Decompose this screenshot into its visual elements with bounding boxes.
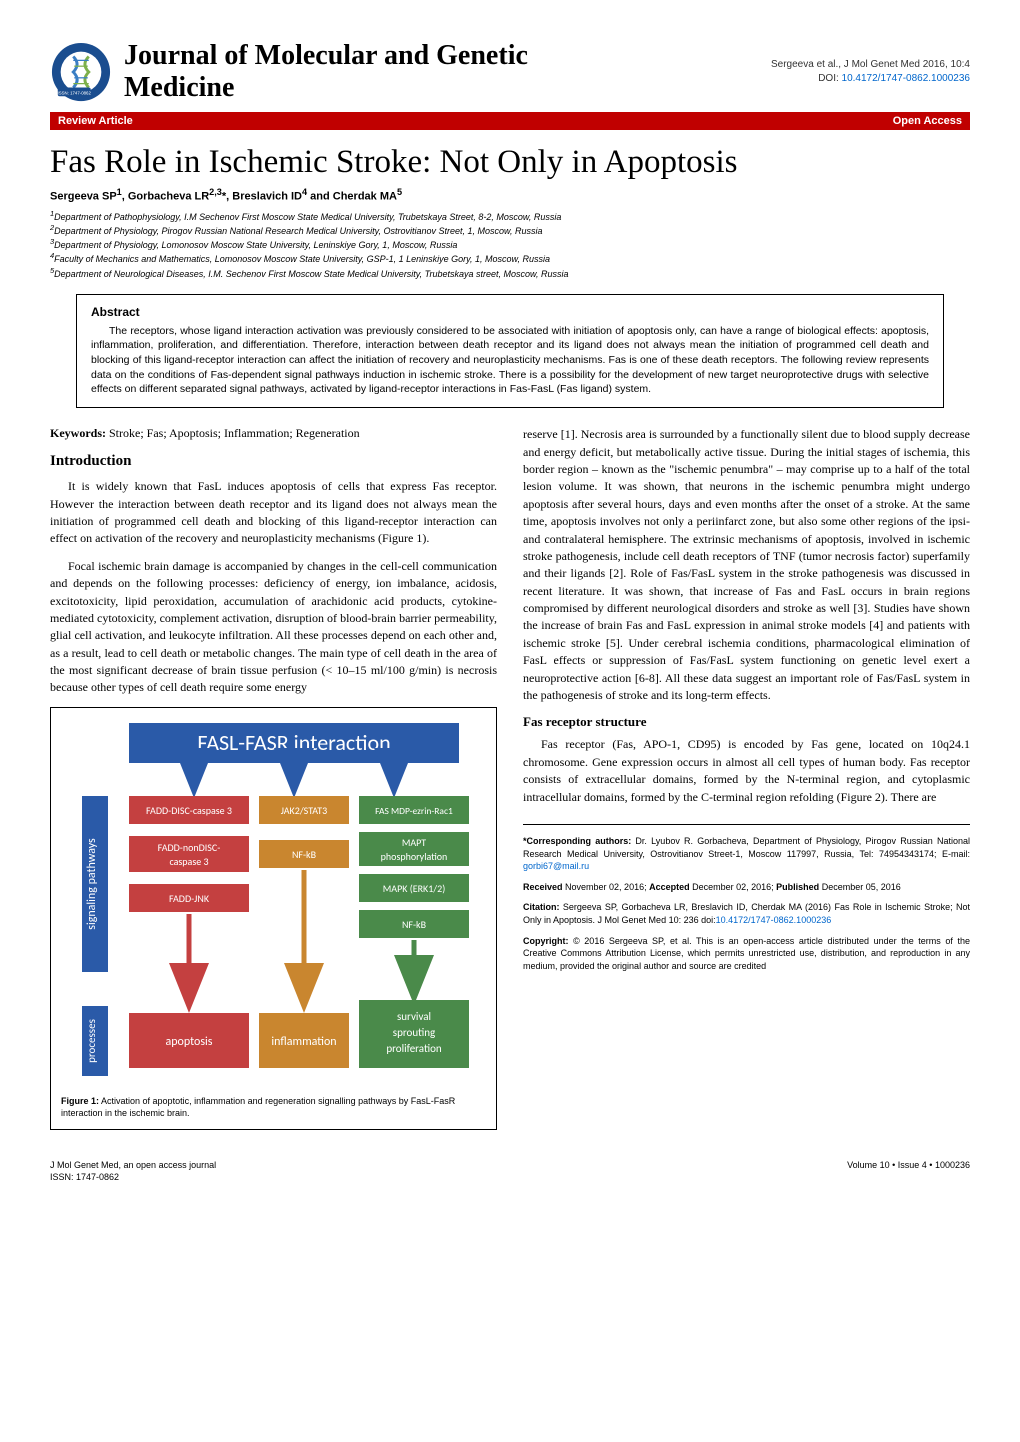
svg-text:JAK2/STAT3: JAK2/STAT3 xyxy=(280,804,327,817)
fig1-sidebar-processes: processes xyxy=(85,1019,98,1063)
bar-right: Open Access xyxy=(893,115,962,127)
svg-text:FADD-JNK: FADD-JNK xyxy=(168,892,209,905)
journal-title: Journal of Molecular and Genetic Medicin… xyxy=(124,40,544,104)
right-column: reserve [1]. Necrosis area is surrounded… xyxy=(523,426,970,1130)
svg-text:FADD-nonDISC-: FADD-nonDISC- xyxy=(157,841,220,854)
abstract-box: Abstract The receptors, whose ligand int… xyxy=(76,294,944,408)
left-column: Keywords: Stroke; Fas; Apoptosis; Inflam… xyxy=(50,426,497,1130)
figure-label: Figure 1: xyxy=(61,1096,99,1106)
footer-volume: Volume 10 • Issue 4 • 1000236 xyxy=(847,1160,970,1183)
header-doi: DOI: 10.4172/1747-0862.1000236 xyxy=(771,72,970,86)
svg-text:inflammation: inflammation xyxy=(271,1035,336,1049)
article-title: Fas Role in Ischemic Stroke: Not Only in… xyxy=(50,144,970,181)
figure-caption-text: Activation of apoptotic, inflammation an… xyxy=(61,1096,455,1118)
footer-issn: ISSN: 1747-0862 xyxy=(50,1172,216,1184)
figure-1-diagram: FASL-FASR interaction signaling pathways… xyxy=(74,718,474,1088)
body-paragraph: It is widely known that FasL induces apo… xyxy=(50,478,497,548)
svg-text:FAS MDP-ezrin-Rac1: FAS MDP-ezrin-Rac1 xyxy=(375,805,453,817)
body-paragraph: Focal ischemic brain damage is accompani… xyxy=(50,558,497,697)
figure-1-caption: Figure 1: Activation of apoptotic, infla… xyxy=(61,1096,486,1119)
affiliation: 1Department of Pathophysiology, I.M Sech… xyxy=(50,209,970,223)
article-authors: Sergeeva SP1, Gorbacheva LR2,3*, Breslav… xyxy=(50,187,970,203)
svg-text:proliferation: proliferation xyxy=(386,1042,442,1055)
affiliation: 4Faculty of Mechanics and Mathematics, L… xyxy=(50,251,970,265)
svg-text:NF-kB: NF-kB xyxy=(291,848,316,861)
corr-label: *Corresponding authors: xyxy=(523,836,631,846)
copyright-info: Copyright: © 2016 Sergeeva SP, et al. Th… xyxy=(523,935,970,973)
header-citation: Sergeeva et al., J Mol Genet Med 2016, 1… xyxy=(771,58,970,72)
svg-text:sprouting: sprouting xyxy=(392,1026,434,1039)
header-left: ISSN: 1747-0862 Journal of Molecular and… xyxy=(50,40,544,104)
fig1-title: FASL-FASR interaction xyxy=(197,729,390,756)
correspondence-block: *Corresponding authors: Dr. Lyubov R. Go… xyxy=(523,824,970,972)
body-paragraph: Fas receptor (Fas, APO-1, CD95) is encod… xyxy=(523,736,970,806)
article-type-bar: Review Article Open Access xyxy=(50,112,970,130)
introduction-heading: Introduction xyxy=(50,453,497,470)
citation-label: Citation: xyxy=(523,902,560,912)
affiliations: 1Department of Pathophysiology, I.M Sech… xyxy=(50,209,970,280)
fig1-sidebar-signaling: signaling pathways xyxy=(85,838,99,930)
svg-text:caspase 3: caspase 3 xyxy=(169,855,208,868)
svg-text:NF-kB: NF-kB xyxy=(401,918,426,931)
footer-journal: J Mol Genet Med, an open access journal xyxy=(50,1160,216,1172)
bar-left: Review Article xyxy=(58,115,133,127)
page-footer: J Mol Genet Med, an open access journal … xyxy=(50,1160,970,1183)
svg-text:FADD-DISC-caspase 3: FADD-DISC-caspase 3 xyxy=(146,804,232,817)
svg-text:survival: survival xyxy=(396,1010,430,1023)
citation-doi-link[interactable]: 10.4172/1747-0862.1000236 xyxy=(716,915,832,925)
copyright-label: Copyright: xyxy=(523,936,569,946)
doi-label: DOI: xyxy=(818,73,841,84)
doi-link[interactable]: 10.4172/1747-0862.1000236 xyxy=(842,73,970,84)
copyright-text: © 2016 Sergeeva SP, et al. This is an op… xyxy=(523,936,970,971)
corr-email[interactable]: gorbi67@mail.ru xyxy=(523,861,589,871)
citation-info: Citation: Sergeeva SP, Gorbacheva LR, Br… xyxy=(523,901,970,926)
footer-left: J Mol Genet Med, an open access journal … xyxy=(50,1160,216,1183)
affiliation: 5Department of Neurological Diseases, I.… xyxy=(50,266,970,280)
svg-text:phosphorylation: phosphorylation xyxy=(380,850,447,863)
figure-1: FASL-FASR interaction signaling pathways… xyxy=(50,707,497,1130)
keywords-text: Stroke; Fas; Apoptosis; Inflammation; Re… xyxy=(106,426,360,440)
dates: Received November 02, 2016; Accepted Dec… xyxy=(523,881,970,894)
header-right: Sergeeva et al., J Mol Genet Med 2016, 1… xyxy=(771,58,970,86)
affiliation: 3Department of Physiology, Lomonosov Mos… xyxy=(50,237,970,251)
keywords-label: Keywords: xyxy=(50,426,106,440)
page-header: ISSN: 1747-0862 Journal of Molecular and… xyxy=(50,40,970,104)
logo-issn: ISSN: 1747-0862 xyxy=(58,90,92,95)
fas-structure-heading: Fas receptor structure xyxy=(523,714,970,730)
abstract-heading: Abstract xyxy=(91,305,929,319)
affiliation: 2Department of Physiology, Pirogov Russi… xyxy=(50,223,970,237)
svg-text:apoptosis: apoptosis xyxy=(165,1035,212,1049)
two-column-body: Keywords: Stroke; Fas; Apoptosis; Inflam… xyxy=(50,426,970,1130)
journal-logo-icon: ISSN: 1747-0862 xyxy=(50,41,112,103)
body-paragraph: reserve [1]. Necrosis area is surrounded… xyxy=(523,426,970,704)
svg-text:MAPK (ERK1/2): MAPK (ERK1/2) xyxy=(382,882,445,895)
keywords: Keywords: Stroke; Fas; Apoptosis; Inflam… xyxy=(50,426,497,441)
corresponding-author: *Corresponding authors: Dr. Lyubov R. Go… xyxy=(523,835,970,873)
abstract-text: The receptors, whose ligand interaction … xyxy=(91,324,929,397)
svg-text:MAPT: MAPT xyxy=(401,836,425,849)
